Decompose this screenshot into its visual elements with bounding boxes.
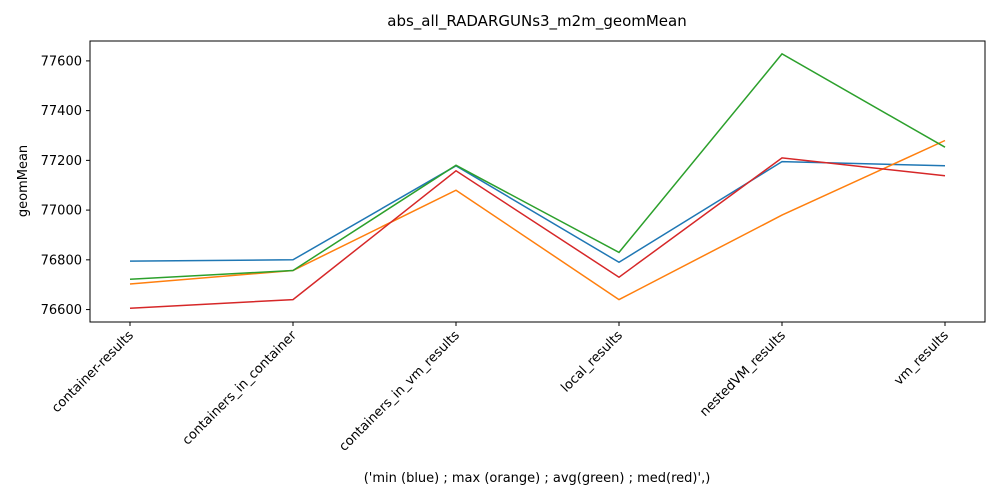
y-axis-label: geomMean [16, 145, 31, 217]
x-tick-label: containers_in_container [180, 328, 301, 449]
y-tick-label: 77200 [41, 154, 82, 169]
series-line-3 [129, 52, 946, 280]
series-line-1 [129, 160, 946, 264]
x-tick-label: container-results [49, 328, 137, 416]
y-tick-label: 77400 [41, 104, 82, 119]
plot-area [89, 40, 986, 323]
y-tick-label: 77000 [41, 204, 82, 219]
x-tick-label: local_results [558, 328, 626, 396]
x-axis-label: ('min (blue) ; max (orange) ; avg(green)… [364, 471, 711, 486]
y-tick-label: 76600 [41, 303, 82, 318]
x-axis: container-results containers_in_container… [49, 322, 952, 455]
x-tick-label: nestedVM_results [697, 328, 789, 420]
x-tick-label: vm_results [891, 328, 952, 389]
x-tick-label: containers_in_vm_results [337, 328, 463, 454]
series-line-2 [129, 139, 946, 301]
y-tick-label: 76800 [41, 253, 82, 268]
chart-title: abs_all_RADARGUNs3_m2m_geomMean [387, 12, 686, 31]
series-line-4 [129, 157, 946, 310]
y-tick-label: 77600 [41, 54, 82, 69]
series-lines [129, 52, 946, 310]
y-axis: 76600 76800 77000 77200 77400 77600 [41, 54, 90, 318]
